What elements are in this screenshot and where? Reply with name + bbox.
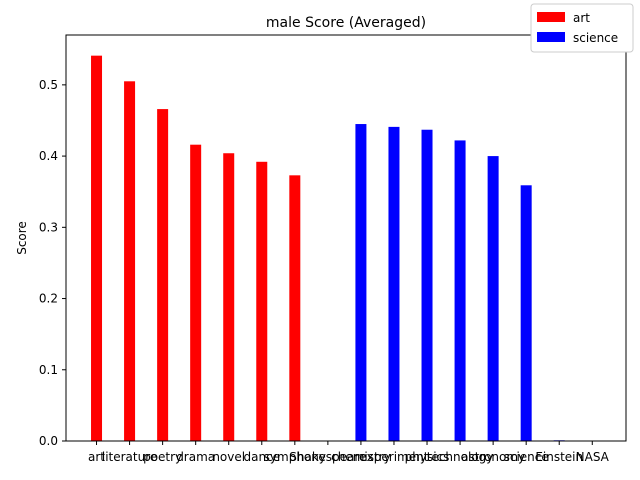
- chart-title: male Score (Averaged): [266, 15, 426, 31]
- bar-art-art: [91, 55, 103, 441]
- x-tick-label-dance: dance: [243, 450, 280, 464]
- x-tick-label-NASA: NASA: [576, 450, 610, 464]
- bar-science-technology: [454, 140, 466, 442]
- bar-art-literature: [124, 81, 136, 442]
- x-tick-label-experiment: experiment: [360, 450, 429, 464]
- y-tick-label: 0.3: [39, 220, 58, 234]
- bar-art-drama: [190, 144, 202, 441]
- x-tick-label-physics: physics: [405, 450, 450, 464]
- bar-science-experiment: [388, 126, 400, 441]
- x-tick-label-science: science: [504, 450, 549, 464]
- bars-layer: [91, 55, 565, 442]
- x-tick-label-chemistry: chemistry: [331, 450, 391, 464]
- y-tick-label: 0.2: [39, 292, 58, 306]
- x-tick-label-astronomy: astronomy: [461, 450, 525, 464]
- x-tick-label-novel: novel: [212, 450, 245, 464]
- x-tick-label-literature: literature: [102, 450, 157, 464]
- x-tick-label-technology: technology: [427, 450, 494, 464]
- x-tick-label-symphony: symphony: [264, 450, 326, 464]
- bar-science-chemistry: [355, 124, 367, 441]
- plot-frame: [65, 34, 627, 442]
- legend: art science: [530, 3, 634, 53]
- y-tick-label: 0.1: [39, 363, 58, 377]
- bar-art-dance: [256, 161, 268, 442]
- x-tick-label-Shakespeare: Shakespeare: [289, 450, 366, 464]
- legend-swatch-art: [537, 12, 565, 22]
- bar-science-astronomy: [487, 156, 499, 441]
- bar-science-physics: [421, 129, 433, 442]
- x-tick-label-poetry: poetry: [143, 450, 182, 464]
- y-axis-title: Score: [15, 221, 29, 255]
- axes-layer: [65, 34, 627, 442]
- bar-art-poetry: [157, 109, 169, 441]
- ticks-layer: 0.0 0.1 0.2 0.3 0.4 0.5 artliteraturepoetrydra…: [39, 78, 610, 464]
- x-tick-label-drama: drama: [176, 450, 215, 464]
- x-tick-label-art: art: [88, 450, 105, 464]
- legend-label-science: science: [573, 31, 618, 45]
- bar-art-novel: [223, 153, 235, 442]
- bar-science-science: [520, 185, 532, 441]
- y-tick-label: 0.5: [39, 78, 58, 92]
- legend-swatch-science: [537, 32, 565, 42]
- bar-art-symphony: [289, 175, 301, 441]
- y-tick-label: 0.0: [39, 434, 58, 448]
- x-tick-label-Einstein: Einstein: [535, 450, 583, 464]
- legend-label-art: art: [573, 11, 590, 25]
- y-tick-label: 0.4: [39, 149, 58, 163]
